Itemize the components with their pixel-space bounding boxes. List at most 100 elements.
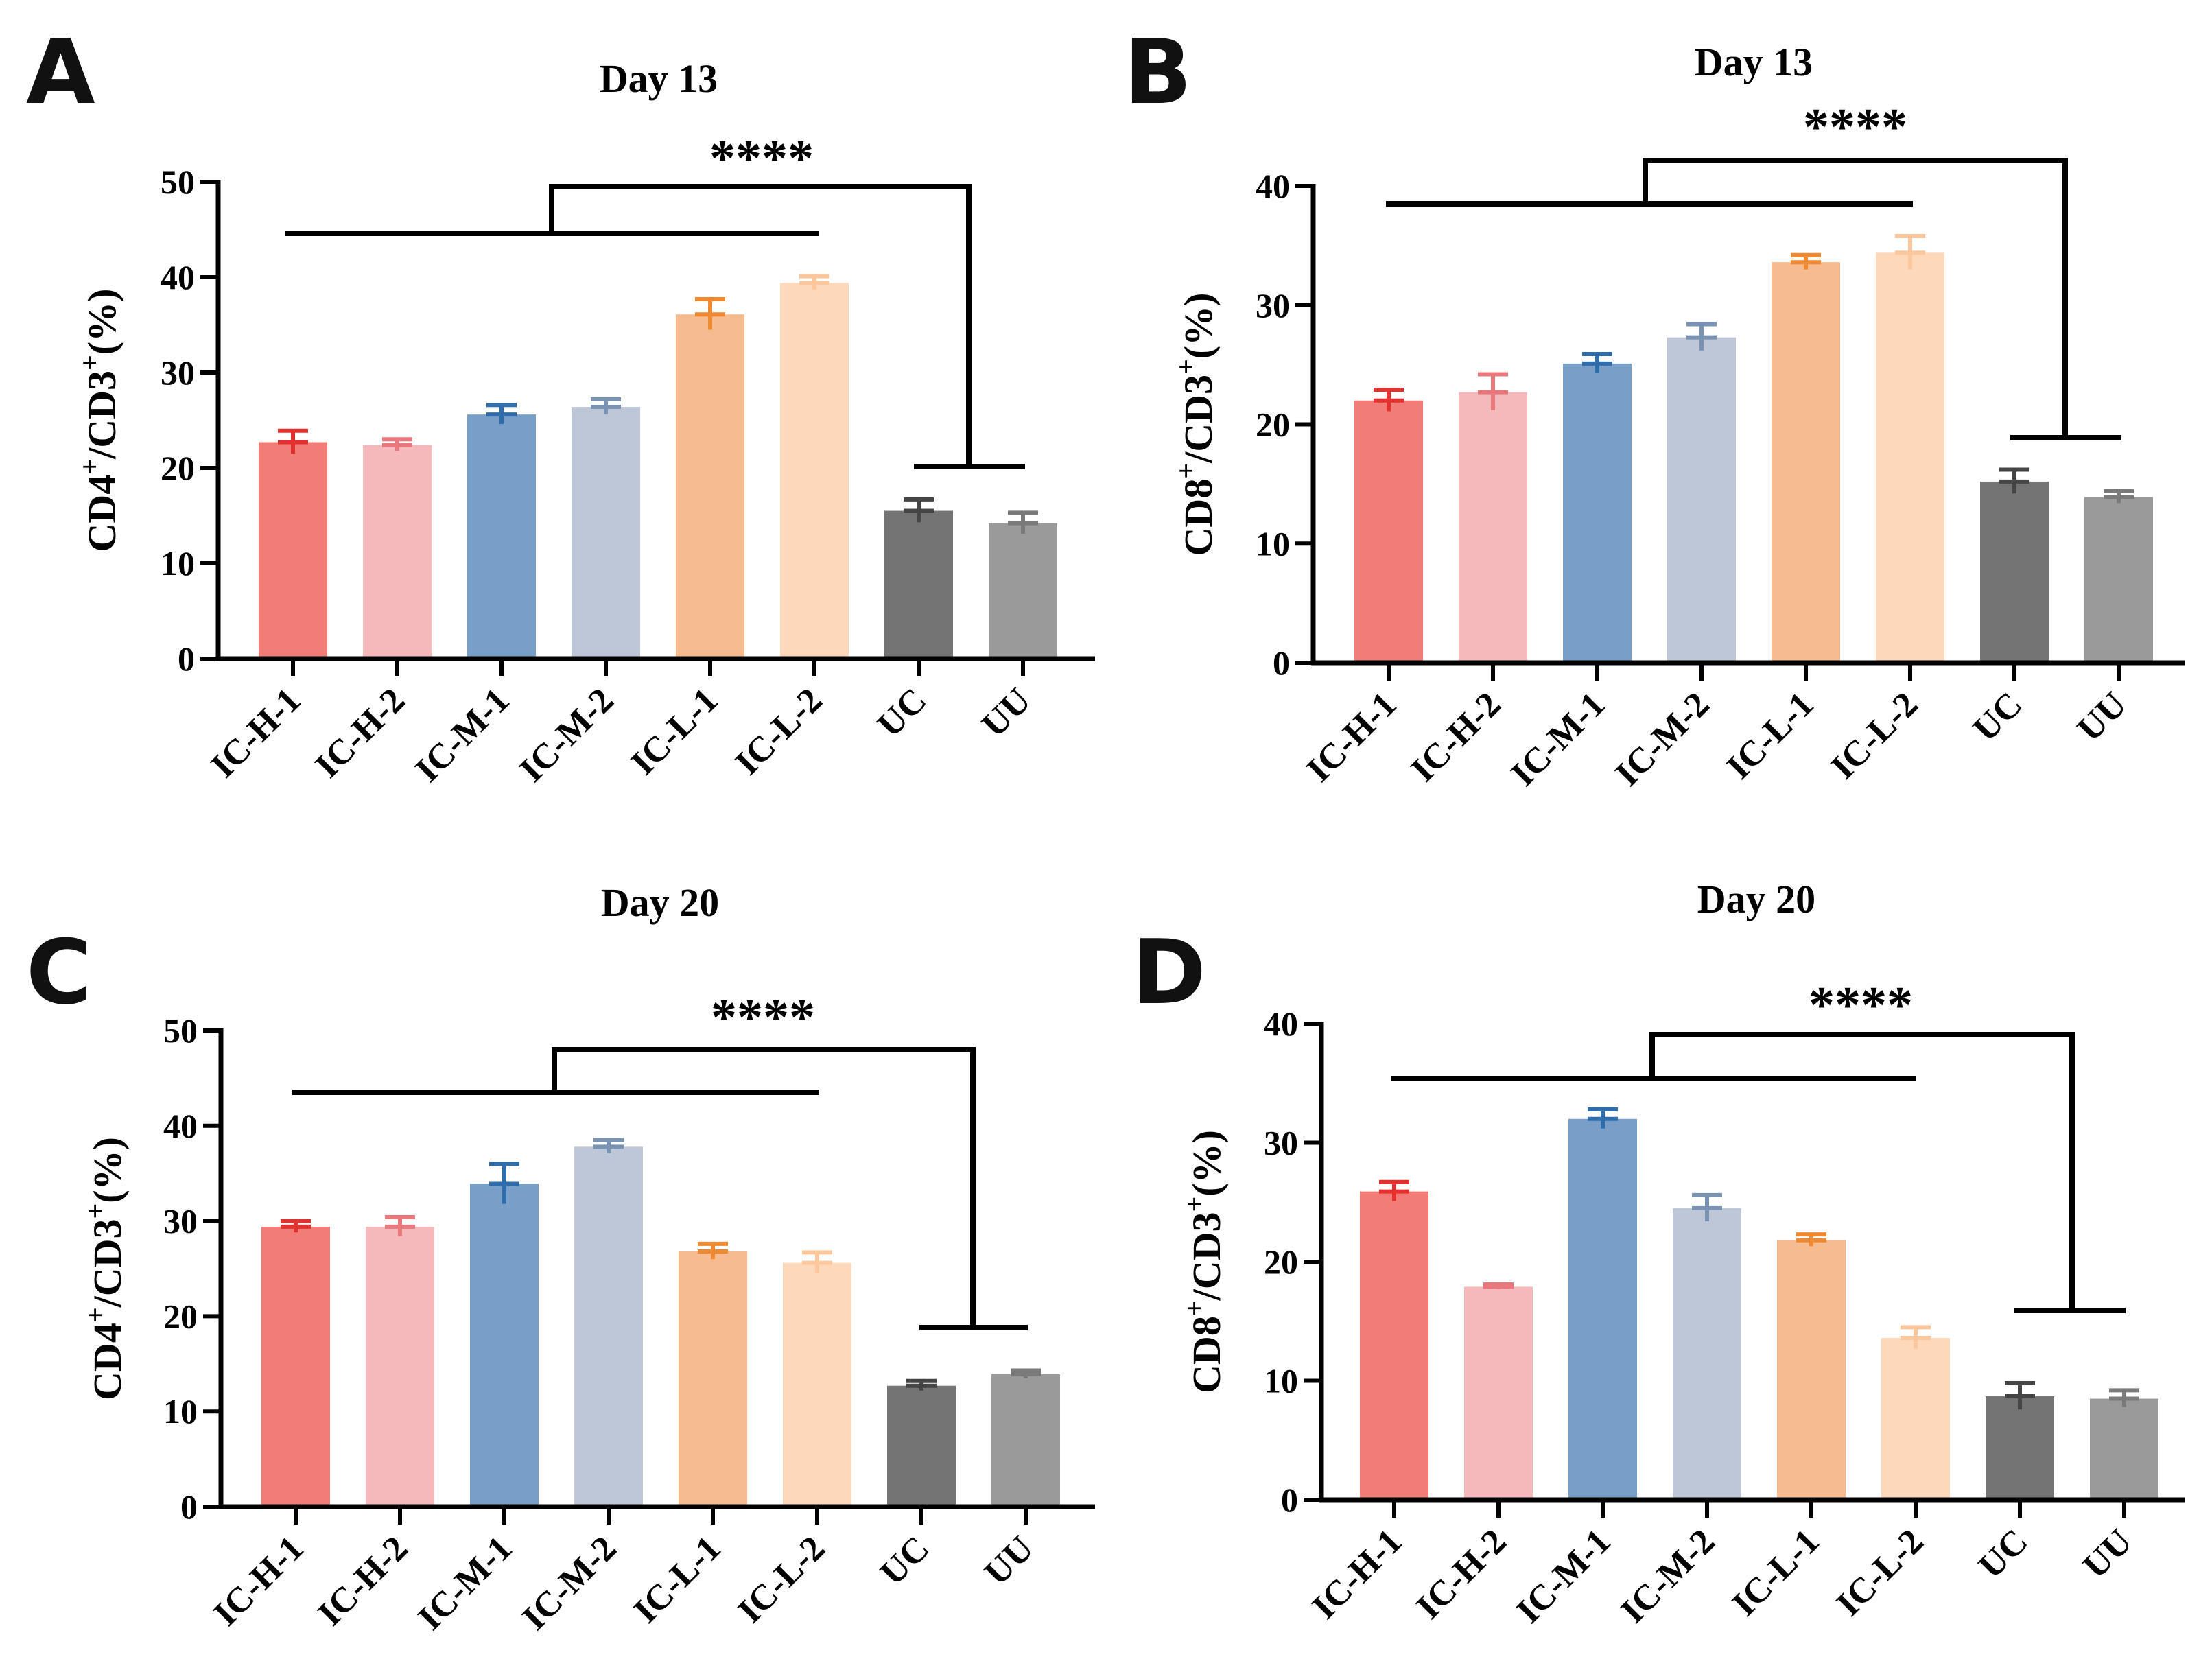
panel-c-significance-label: **** <box>711 989 815 1046</box>
panel-c-error-bar-ic-m-1 <box>489 1162 519 1204</box>
panel-a-error-bar-ic-m-2 <box>591 397 621 415</box>
panel-b-ytick-label-40: 40 <box>1256 167 1290 205</box>
panel-b-bar-ic-h-2 <box>1459 392 1527 663</box>
panel-c-letter: C <box>26 920 91 1024</box>
panel-c-error-bar-ic-m-2 <box>593 1138 624 1154</box>
ylabel-part: (%) <box>1176 293 1221 360</box>
ylabel-superscript: + <box>80 1203 110 1219</box>
panel-d-xtick-label-uu: UU <box>2075 1522 2139 1586</box>
panel-d-xtick-label-ic-l-2: IC-L-2 <box>1829 1522 1931 1624</box>
panel-d-error-bar-uu <box>2109 1388 2139 1407</box>
panel-c-error-bar-ic-l-2 <box>802 1250 832 1273</box>
ylabel-part: /CD3 <box>1176 375 1221 464</box>
panel-c-error-bar-ic-h-1 <box>281 1219 311 1233</box>
ylabel-part: CD4 <box>85 1323 130 1400</box>
panel-d-bar-ic-l-1 <box>1777 1240 1846 1500</box>
bracket-connector <box>549 184 972 469</box>
ylabel-part: CD4 <box>80 475 124 552</box>
panel-d: D Day 20 0 10 20 30 40 IC-H-1 IC-H-2IC-M-1IC-M-2… <box>1132 877 2185 1631</box>
panel-a-xtick-label-ic-h-1: IC-H-1 <box>204 681 309 786</box>
panel-c-xtick-label-uc: UC <box>873 1529 937 1592</box>
ylabel-part: /CD3 <box>1184 1212 1229 1301</box>
panel-d-ytick-label-10: 10 <box>1264 1362 1298 1400</box>
panel-b-ytick-label-10: 10 <box>1256 524 1290 563</box>
panel-b-error-bar-uc <box>1999 467 2029 494</box>
ylabel-part: (%) <box>85 1137 130 1203</box>
panel-d-error-bar-ic-h-1 <box>1379 1179 1409 1201</box>
panel-d-error-bar-uc <box>2005 1380 2035 1410</box>
panel-b-xtick-label-uc: UC <box>1966 685 2029 749</box>
ylabel-superscript: + <box>1170 463 1201 479</box>
panel-b-error-bar-ic-l-1 <box>1791 252 1821 270</box>
ylabel-superscript: + <box>1179 1197 1210 1212</box>
panel-d-ytick-label-0: 0 <box>1281 1481 1298 1519</box>
panel-a: A Day 13 0 10 20 30 40 50 IC-H-1 IC-H-2IC-M-1IC-M… <box>26 20 1095 790</box>
panel-b-xtick-label-ic-m-2: IC-M-2 <box>1608 685 1717 794</box>
panel-b-bar-ic-m-2 <box>1667 337 1736 663</box>
panel-a-ytick-label-50: 50 <box>161 163 195 201</box>
panel-d-xtick-label-uc: UC <box>1971 1522 2035 1586</box>
panel-a-xtick-label-ic-l-1: IC-L-1 <box>624 681 726 783</box>
panel-d-xtick-label-ic-h-2: IC-H-2 <box>1409 1522 1514 1627</box>
panel-a-xtick-label-ic-m-1: IC-M-1 <box>408 681 517 790</box>
panel-c-bar-ic-l-1 <box>679 1251 747 1507</box>
panel-a-bar-ic-l-1 <box>676 314 744 659</box>
ylabel-part: (%) <box>1184 1130 1229 1197</box>
panel-a-ytick-label-40: 40 <box>161 258 195 296</box>
ylabel-superscript: + <box>1170 359 1201 375</box>
panel-a-bar-ic-m-1 <box>467 414 536 659</box>
panel-c-error-bar-ic-l-1 <box>698 1241 728 1260</box>
panel-d-bar-ic-m-2 <box>1673 1208 1741 1500</box>
panel-d-ytick-label-20: 20 <box>1264 1243 1298 1281</box>
panel-d-title: Day 20 <box>1697 877 1815 921</box>
panel-a-bar-ic-l-2 <box>780 283 849 659</box>
panel-b-xtick-label-ic-m-1: IC-M-1 <box>1504 685 1613 794</box>
panel-c-bar-ic-h-2 <box>366 1226 434 1507</box>
ylabel-superscript: + <box>80 1307 110 1323</box>
panel-d-xtick-label-ic-m-1: IC-M-1 <box>1509 1522 1619 1631</box>
ylabel-part: /CD3 <box>80 370 124 460</box>
panel-c-bar-uc <box>887 1385 956 1507</box>
ylabel-part: CD8 <box>1184 1316 1229 1393</box>
panel-a-xtick-label-uu: UU <box>974 681 1038 744</box>
panel-b-title: Day 13 <box>1695 40 1813 84</box>
panel-c-ytick-label-40: 40 <box>163 1107 198 1145</box>
panel-b-significance-bracket <box>1386 158 2121 440</box>
panel-b-significance-label: **** <box>1803 98 1907 156</box>
panel-c-xtick-label-ic-h-1: IC-H-1 <box>207 1529 311 1634</box>
panel-a-bar-uu <box>989 523 1057 659</box>
panel-d-error-bar-ic-m-2 <box>1692 1192 1722 1222</box>
panel-b-xtick-label-ic-l-2: IC-L-2 <box>1824 685 1926 787</box>
panel-b-ytick-label-30: 30 <box>1256 286 1290 325</box>
panel-c-bar-ic-l-2 <box>783 1262 851 1507</box>
panel-d-error-bar-ic-m-1 <box>1588 1107 1618 1129</box>
panel-b-error-bar-ic-h-1 <box>1374 388 1404 412</box>
panel-b-xtick-label-ic-l-1: IC-L-1 <box>1719 685 1822 787</box>
panel-a-letter: A <box>26 20 95 124</box>
panel-b-bar-uc <box>1980 481 2049 663</box>
panel-c: C Day 20 0 10 20 30 40 50 IC-H-1 IC-H-2IC-M-1IC-M… <box>26 880 1095 1638</box>
panel-b-error-bar-ic-l-2 <box>1895 233 1925 270</box>
panel-c-significance-bracket <box>292 1047 1028 1330</box>
panel-a-ytick-label-10: 10 <box>161 544 195 583</box>
panel-d-significance-bracket <box>1391 1032 2126 1313</box>
panel-c-xtick-label-ic-h-2: IC-H-2 <box>311 1529 416 1634</box>
panel-a-error-bar-ic-m-1 <box>486 403 517 425</box>
ylabel-part: (%) <box>80 289 124 355</box>
panel-b: B Day 13 0 10 20 30 40 IC-H-1 IC-H-2IC-M-1IC-M-2… <box>1124 20 2185 794</box>
panel-c-ylabel: CD4+/CD3+(%) <box>80 1137 130 1400</box>
panel-c-bar-ic-h-1 <box>261 1226 330 1507</box>
panel-d-xtick-label-ic-h-1: IC-H-1 <box>1305 1522 1410 1627</box>
panel-a-ylabel: CD4+/CD3+(%) <box>74 289 124 552</box>
panel-c-xtick-label-ic-l-1: IC-L-1 <box>626 1529 729 1631</box>
panel-c-xtick-label-ic-m-2: IC-M-2 <box>515 1529 624 1638</box>
ylabel-part: CD8 <box>1176 479 1221 556</box>
panel-a-significance-bracket <box>285 184 1025 469</box>
panel-a-error-bar-uu <box>1008 510 1038 534</box>
ylabel-superscript: + <box>74 459 105 475</box>
panel-c-xtick-label-uu: UU <box>977 1529 1041 1592</box>
panel-b-xtick-label-ic-h-2: IC-H-2 <box>1404 685 1509 790</box>
panel-a-bar-ic-h-1 <box>259 442 327 659</box>
panel-a-bar-ic-m-2 <box>572 407 640 659</box>
ylabel-superscript: + <box>74 355 105 370</box>
